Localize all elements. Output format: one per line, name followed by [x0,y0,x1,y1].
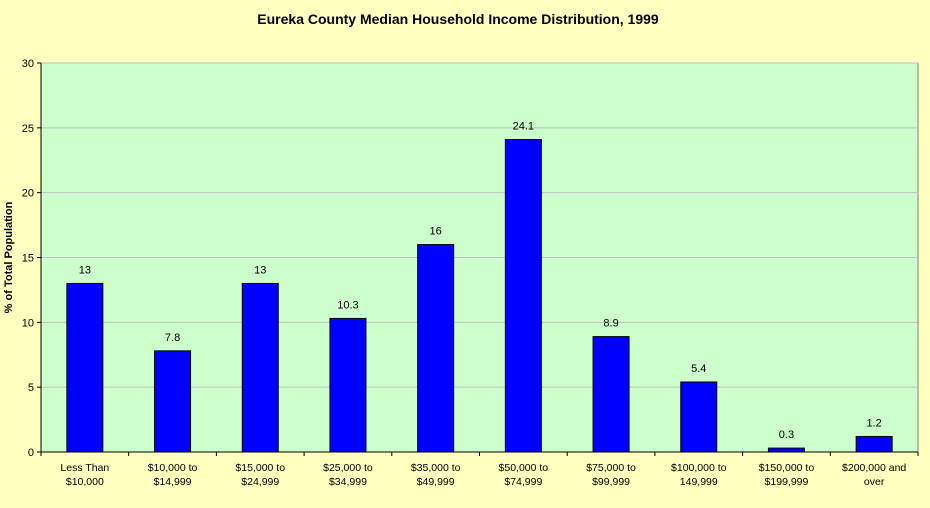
x-tick-label: $14,999 [154,476,192,488]
bar [504,139,542,453]
x-tick-label: $24,999 [241,476,279,488]
data-label: 16 [430,226,442,238]
y-tick-label: 25 [22,123,34,135]
x-tick-label: $50,000 to [499,462,549,474]
data-labels: 13 7.8 13 10.3 16 24.1 8.9 5.4 0.3 1.2 [79,121,882,442]
bar [855,435,893,453]
bar [329,317,367,453]
data-label: 10.3 [337,299,358,311]
x-tick-label: $75,000 to [586,462,636,474]
data-label: 5.4 [691,363,706,375]
x-tick-label: $10,000 [66,476,104,488]
data-label: 7.8 [165,332,180,344]
x-tick-label: $150,000 to [759,462,815,474]
x-tick-label: $100,000 to [671,462,727,474]
bar [66,282,104,453]
bar [767,447,805,453]
x-tick-label: Less Than [60,462,109,474]
bar [417,244,455,453]
bar [680,381,718,453]
y-axis: 0 5 10 15 20 25 30 [22,58,42,459]
x-tick-label: $10,000 to [148,462,198,474]
bar [592,336,630,453]
bar [154,350,192,453]
y-tick-label: 0 [28,447,34,459]
x-tick-label: $49,999 [417,476,455,488]
y-tick-label: 30 [22,58,34,70]
y-tick-label: 15 [22,253,34,265]
data-label: 8.9 [603,318,618,330]
bars [66,139,893,453]
y-tick-label: 10 [22,317,34,329]
data-label: 13 [79,264,91,276]
chart-title: Eureka County Median Household Income Di… [257,11,659,27]
x-tick-label: over [864,476,885,488]
x-axis: Less Than $10,000 $10,000 to $14,999 $15,000… [40,451,919,488]
data-label: 0.3 [779,429,794,441]
data-label: 13 [254,264,266,276]
x-tick-label: $200,000 and [842,462,906,474]
x-tick-label: $15,000 to [235,462,285,474]
x-tick-label: $99,999 [592,476,630,488]
x-tick-label: $25,000 to [323,462,373,474]
x-tick-label: $35,000 to [411,462,461,474]
x-tick-label: $74,999 [504,476,542,488]
x-tick-label: $34,999 [329,476,367,488]
y-axis-label: % of Total Population [3,201,15,313]
data-label: 24.1 [513,121,534,133]
y-tick-label: 20 [22,188,34,200]
bar [241,282,279,453]
y-tick-label: 5 [28,382,34,394]
data-label: 1.2 [867,417,882,429]
x-tick-label: $199,999 [765,476,809,488]
x-tick-label: 149,999 [680,476,718,488]
